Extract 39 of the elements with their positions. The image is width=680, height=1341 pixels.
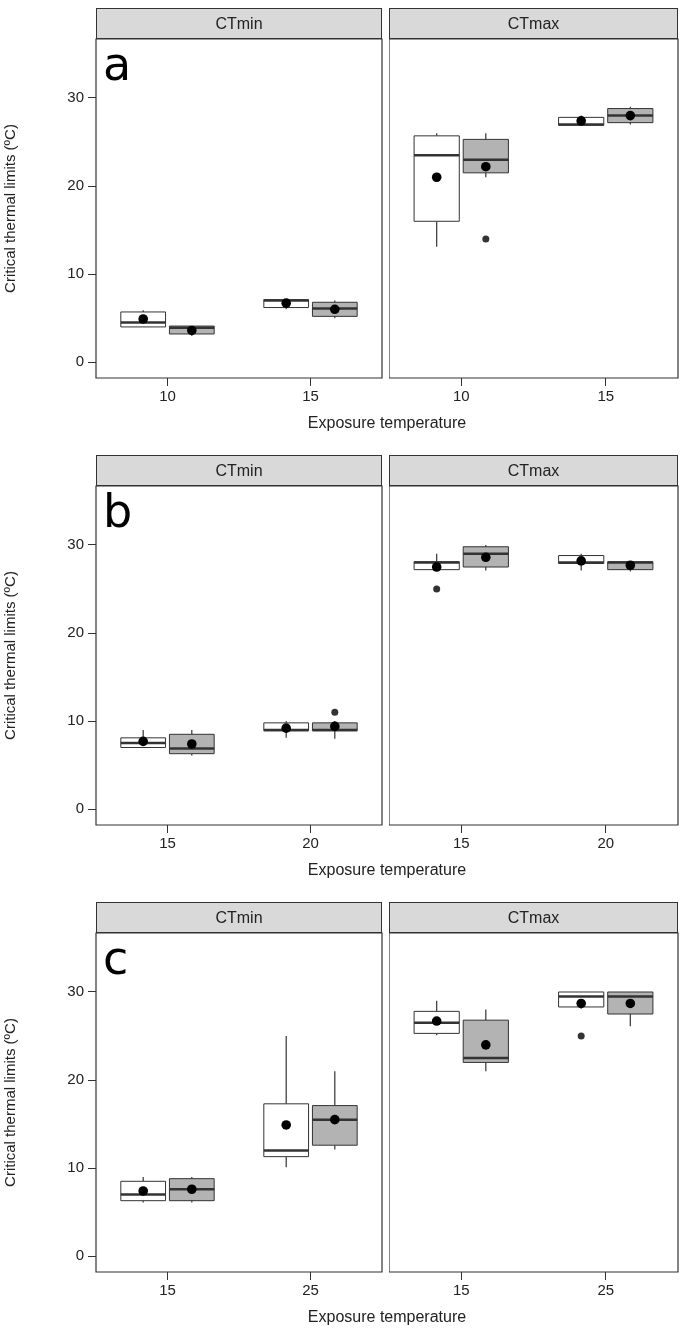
x-tick-label: 15 xyxy=(159,1281,176,1299)
x-tick-label: 15 xyxy=(452,834,470,852)
y-tick-label: 30 xyxy=(67,88,84,106)
chart-title: CTmax xyxy=(389,455,678,486)
y-tick-label: 10 xyxy=(67,711,84,729)
y-tick-label: 10 xyxy=(67,1158,84,1176)
y-tick-label: 30 xyxy=(67,535,84,553)
x-tick-label: 15 xyxy=(597,387,615,405)
x-tick-label: 25 xyxy=(302,1281,319,1299)
x-axis-title: Exposure temperature xyxy=(306,861,468,879)
y-tick-label: 20 xyxy=(67,176,84,194)
chart-title: CTmax xyxy=(389,8,678,39)
y-tick-label: 10 xyxy=(67,264,84,282)
y-tick-label: 20 xyxy=(67,1070,84,1088)
annotation: b xyxy=(103,483,133,538)
y-tick-label: 20 xyxy=(67,623,84,641)
y-axis-title: Critical thermal limits (ºC) xyxy=(1,1018,19,1187)
annotation: c xyxy=(103,930,129,985)
annotation: a xyxy=(103,36,132,91)
y-tick-label: 0 xyxy=(75,1246,84,1264)
x-tick-label: 15 xyxy=(159,834,176,852)
y-tick-label: 0 xyxy=(75,352,84,370)
x-tick-label: 10 xyxy=(452,387,470,405)
x-tick-label: 20 xyxy=(302,834,319,852)
x-tick-label: 10 xyxy=(159,387,176,405)
x-axis-title: Exposure temperature xyxy=(306,1308,468,1326)
y-axis-title: Critical thermal limits (ºC) xyxy=(1,124,19,293)
chart-title: CTmin xyxy=(215,462,263,479)
x-tick-label: 15 xyxy=(452,1281,470,1299)
x-axis-title: Exposure temperature xyxy=(306,414,468,432)
chart-title: CTmin xyxy=(215,15,263,32)
y-tick-label: 30 xyxy=(67,982,84,1000)
y-tick-label: 0 xyxy=(75,799,84,817)
x-tick-label: 20 xyxy=(597,834,615,852)
x-tick-label: 25 xyxy=(597,1281,615,1299)
x-tick-label: 15 xyxy=(302,387,319,405)
chart-title: CTmin xyxy=(215,909,263,926)
chart-title: CTmax xyxy=(389,902,678,933)
y-axis-title: Critical thermal limits (ºC) xyxy=(1,571,19,740)
